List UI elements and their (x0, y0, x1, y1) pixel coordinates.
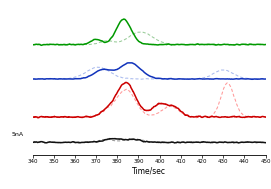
X-axis label: Time/sec: Time/sec (132, 167, 166, 176)
Text: 5nA: 5nA (12, 132, 24, 137)
